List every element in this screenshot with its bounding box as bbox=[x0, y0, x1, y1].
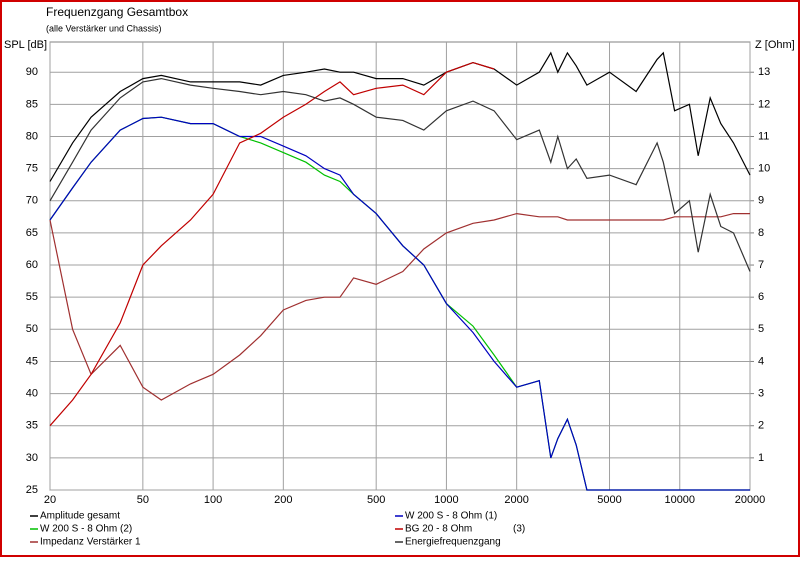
x-tick-label: 50 bbox=[137, 494, 149, 506]
chart-title: Frequenzgang Gesamtbox bbox=[46, 5, 188, 19]
y2-tick-label: 6 bbox=[758, 291, 764, 303]
legend-label: W 200 S - 8 Ohm (1) bbox=[405, 511, 497, 522]
legend-label: Impedanz Verstärker 1 bbox=[40, 537, 141, 548]
y2-tick-label: 13 bbox=[758, 66, 770, 78]
y-tick-label: 45 bbox=[26, 355, 38, 367]
legend-label: Energiefrequenzgang bbox=[405, 537, 501, 548]
y-tick-label: 85 bbox=[26, 98, 38, 110]
legend-label: Amplitude gesamt bbox=[40, 511, 120, 522]
y-tick-label: 50 bbox=[26, 323, 38, 335]
series-line bbox=[49, 77, 751, 272]
y-tick-label: 75 bbox=[26, 163, 38, 175]
y2-tick-label: 10 bbox=[758, 163, 770, 175]
legend-label-suffix: (3) bbox=[513, 524, 525, 535]
series-line bbox=[49, 212, 750, 401]
y2-axis-label: Z [Ohm] bbox=[755, 39, 795, 51]
chart-subtitle: (alle Verstärker und Chassis) bbox=[46, 23, 162, 33]
y-axis-label: SPL [dB] bbox=[4, 39, 47, 51]
x-tick-label: 2000 bbox=[504, 494, 528, 506]
y-tick-label: 35 bbox=[26, 420, 38, 432]
y2-tick-label: 9 bbox=[758, 195, 764, 207]
y2-tick-label: 2 bbox=[758, 420, 764, 432]
x-tick-label: 500 bbox=[367, 494, 385, 506]
y2-tick-label: 5 bbox=[758, 323, 764, 335]
y2-tick-label: 7 bbox=[758, 259, 764, 271]
y2-tick-label: 12 bbox=[758, 98, 770, 110]
y-tick-label: 70 bbox=[26, 195, 38, 207]
y-tick-label: 25 bbox=[26, 484, 38, 496]
y2-tick-label: 4 bbox=[758, 355, 764, 367]
y-tick-label: 55 bbox=[26, 291, 38, 303]
series-line bbox=[49, 61, 495, 427]
x-tick-label: 200 bbox=[274, 494, 292, 506]
x-tick-label: 20000 bbox=[735, 494, 766, 506]
y2-tick-label: 3 bbox=[758, 387, 764, 399]
legend-label: W 200 S - 8 Ohm (2) bbox=[40, 524, 132, 535]
x-tick-label: 5000 bbox=[597, 494, 621, 506]
series-line bbox=[49, 116, 750, 491]
x-tick-label: 10000 bbox=[664, 494, 695, 506]
y-tick-label: 90 bbox=[26, 66, 38, 78]
y-tick-label: 60 bbox=[26, 259, 38, 271]
x-tick-label: 100 bbox=[204, 494, 222, 506]
legend-label: BG 20 - 8 Ohm bbox=[405, 524, 472, 535]
x-tick-label: 1000 bbox=[434, 494, 458, 506]
y-tick-label: 80 bbox=[26, 130, 38, 142]
y-tick-label: 40 bbox=[26, 387, 38, 399]
y2-tick-label: 11 bbox=[758, 130, 769, 142]
x-tick-label: 20 bbox=[44, 494, 56, 506]
y-tick-label: 65 bbox=[26, 227, 38, 239]
y2-tick-label: 8 bbox=[758, 227, 764, 239]
y2-tick-label: 1 bbox=[758, 452, 764, 464]
y-tick-label: 30 bbox=[26, 452, 38, 464]
